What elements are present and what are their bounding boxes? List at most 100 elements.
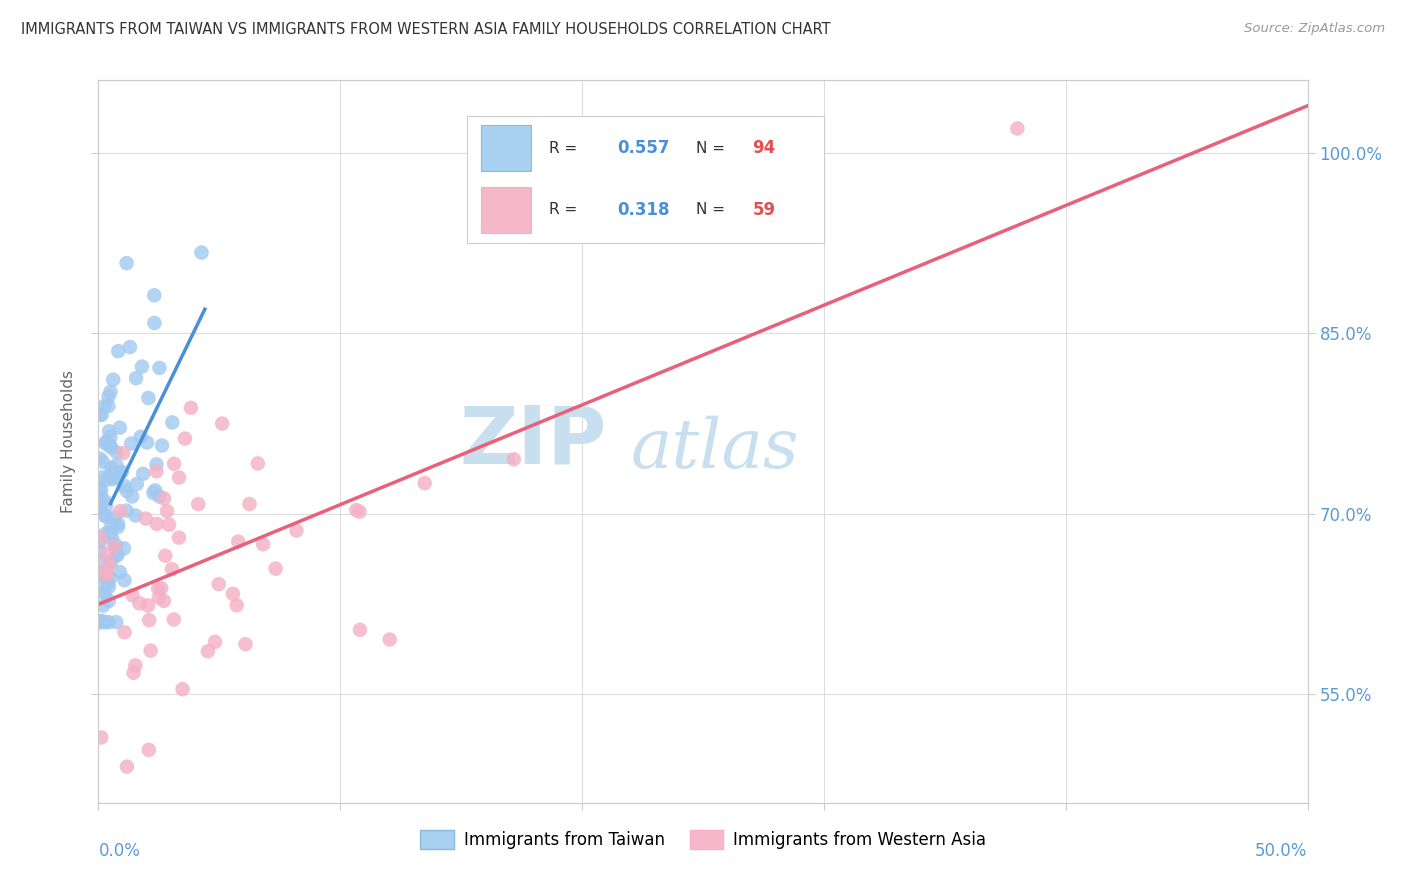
Point [90,566,112,581]
Point [148,591,170,605]
Point [97,580,120,594]
Point [94,615,117,630]
Point [349,505,371,519]
Point [90,491,112,505]
Point [105,458,128,473]
Point [174,432,197,446]
Point [135,511,157,525]
Point [89,451,111,466]
Point [100,460,122,475]
Text: atlas: atlas [630,416,799,483]
Point [100,441,122,455]
Point [222,587,245,601]
Point [100,521,122,535]
Point [101,472,124,486]
Point [101,532,124,546]
Point [145,516,167,531]
Point [163,457,186,471]
Point [129,430,152,444]
Point [94,436,117,450]
Point [89,501,111,516]
Point [136,435,159,450]
Point [124,658,146,673]
Point [94,434,117,449]
Point [105,549,128,563]
Text: Source: ZipAtlas.com: Source: ZipAtlas.com [1244,22,1385,36]
Point [94,473,117,487]
Text: IMMIGRANTS FROM TAIWAN VS IMMIGRANTS FROM WESTERN ASIA FAMILY HOUSEHOLDS CORRELA: IMMIGRANTS FROM TAIWAN VS IMMIGRANTS FRO… [21,22,831,37]
Point [114,625,136,640]
Point [114,573,136,587]
Text: 0.0%: 0.0% [98,842,141,860]
Point [145,458,167,472]
Y-axis label: Family Households: Family Households [60,370,76,513]
Point [132,467,155,481]
Point [96,575,118,590]
Text: ZIP: ZIP [458,402,606,481]
Point [413,476,436,491]
Point [145,464,167,478]
Point [89,408,111,422]
Point [100,430,122,444]
Point [111,465,134,479]
Point [143,288,166,302]
Point [143,316,166,330]
Point [124,508,146,523]
Point [94,508,117,523]
Point [100,554,122,568]
Point [160,562,183,576]
Point [97,615,120,630]
Point [138,613,160,627]
Point [112,541,135,556]
Point [187,497,209,511]
Point [100,571,122,585]
Point [225,599,247,613]
Point [118,340,141,354]
Point [108,504,131,518]
Point [1007,121,1029,136]
Point [90,584,112,599]
Point [89,555,111,569]
Point [125,477,148,491]
Point [167,531,190,545]
Point [349,623,371,637]
Point [115,503,138,517]
Point [108,565,131,579]
Point [115,760,138,774]
Point [107,520,129,534]
Point [143,483,166,498]
Point [107,344,129,359]
Point [112,478,135,492]
Point [97,389,120,403]
Point [104,470,127,484]
Point [101,373,124,387]
Point [98,468,121,483]
Legend: Immigrants from Taiwan, Immigrants from Western Asia: Immigrants from Taiwan, Immigrants from … [413,823,993,856]
Point [90,483,112,498]
Point [502,452,524,467]
Point [226,534,249,549]
Point [138,743,160,757]
Point [94,526,117,541]
Point [89,482,111,496]
Point [98,424,121,438]
Point [91,455,114,469]
Point [172,682,194,697]
Point [155,549,177,563]
Point [97,399,120,413]
Text: 50.0%: 50.0% [1256,842,1308,860]
Point [378,632,401,647]
Point [96,547,118,561]
Point [344,503,367,517]
Point [90,408,112,422]
Point [136,599,159,613]
Point [156,504,179,518]
Point [208,577,231,591]
Point [150,581,173,595]
Point [162,416,184,430]
Point [204,635,226,649]
Point [108,466,131,480]
Point [180,401,202,415]
Point [153,491,176,506]
Point [252,537,274,551]
